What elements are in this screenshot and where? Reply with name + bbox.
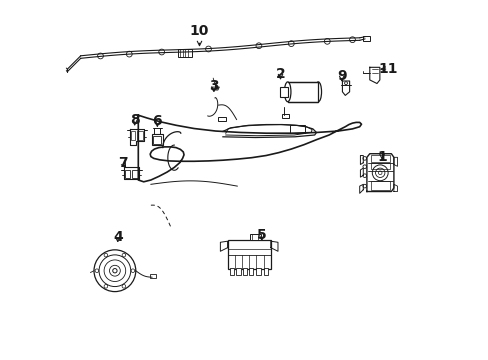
Bar	[242, 268, 246, 275]
Bar	[218, 117, 225, 121]
Bar	[230, 268, 234, 275]
Circle shape	[113, 269, 117, 273]
Bar	[282, 114, 289, 118]
Bar	[227, 240, 270, 269]
Bar	[130, 131, 135, 140]
Bar	[279, 87, 287, 97]
Bar	[150, 274, 155, 278]
Text: 7: 7	[118, 156, 127, 170]
Bar	[236, 268, 240, 275]
Text: 4: 4	[113, 230, 122, 244]
Text: 3: 3	[209, 80, 218, 93]
Bar	[249, 234, 260, 240]
Bar	[370, 181, 389, 190]
Bar	[363, 36, 369, 41]
Text: 6: 6	[152, 114, 162, 128]
Bar	[124, 170, 130, 178]
Text: 11: 11	[378, 62, 397, 76]
Bar	[249, 268, 253, 275]
Bar	[289, 125, 304, 133]
Bar	[151, 134, 163, 145]
Bar	[263, 268, 267, 275]
Bar	[153, 136, 161, 144]
Text: 1: 1	[376, 150, 386, 163]
Bar	[287, 82, 318, 102]
Bar	[256, 268, 260, 275]
Bar	[137, 131, 142, 140]
Text: 5: 5	[256, 228, 266, 242]
Text: 10: 10	[189, 24, 209, 46]
Bar	[370, 155, 389, 162]
Bar	[132, 170, 137, 178]
Ellipse shape	[314, 82, 321, 102]
Ellipse shape	[284, 82, 290, 102]
Bar	[370, 163, 389, 169]
Text: 8: 8	[129, 113, 139, 126]
Bar	[178, 49, 191, 57]
Text: 9: 9	[336, 69, 346, 82]
Text: 2: 2	[275, 67, 285, 81]
